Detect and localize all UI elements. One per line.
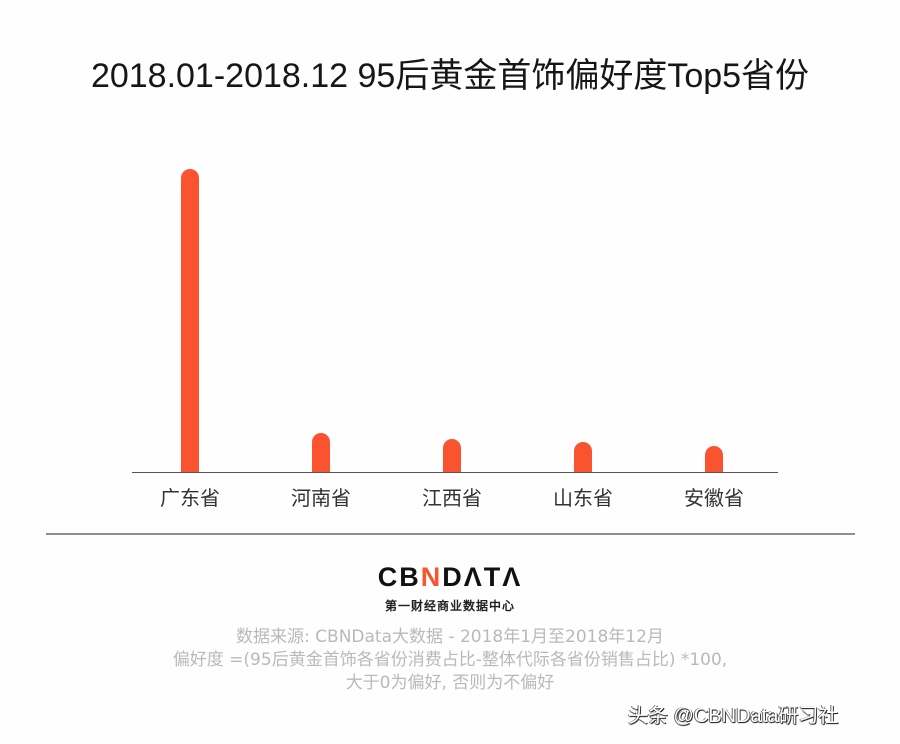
bar xyxy=(312,433,330,472)
x-axis-label: 山东省 xyxy=(553,486,613,510)
x-axis-label: 广东省 xyxy=(160,486,220,510)
x-axis-line xyxy=(132,472,778,473)
source-line-3: 大于0为偏好, 否则为不偏好 xyxy=(345,673,555,693)
source-line-1: 数据来源: CBNData大数据 - 2018年1月至2018年12月 xyxy=(236,627,664,647)
logo-text-cb: CB xyxy=(377,562,421,592)
bar-chart: 广东省 河南省 江西省 山东省 安徽省 xyxy=(132,169,778,510)
bar xyxy=(443,439,461,472)
chart-title: 2018.01-2018.12 95后黄金首饰偏好度Top5省份 xyxy=(90,57,810,95)
bar xyxy=(705,446,723,472)
watermark: 头条 @CBNData研习社 xyxy=(628,705,839,727)
x-axis-label: 安徽省 xyxy=(684,486,744,510)
logo-text-n: N xyxy=(420,562,443,592)
x-axis-label: 河南省 xyxy=(291,486,351,510)
logo-subtitle: 第一财经商业数据中心 xyxy=(384,599,515,613)
divider xyxy=(46,533,855,535)
bar xyxy=(181,169,199,472)
source-line-2: 偏好度 =(95后黄金首饰各省份消费占比-整体代际各省份销售占比) *100, xyxy=(172,650,728,670)
cbndata-logo: CBNDΛTΛ xyxy=(0,562,900,593)
source-note: 数据来源: CBNData大数据 - 2018年1月至2018年12月 偏好度 … xyxy=(0,626,900,695)
logo-text-data: DΛTΛ xyxy=(442,562,523,592)
x-axis-label: 江西省 xyxy=(422,486,482,510)
bar xyxy=(574,442,592,472)
